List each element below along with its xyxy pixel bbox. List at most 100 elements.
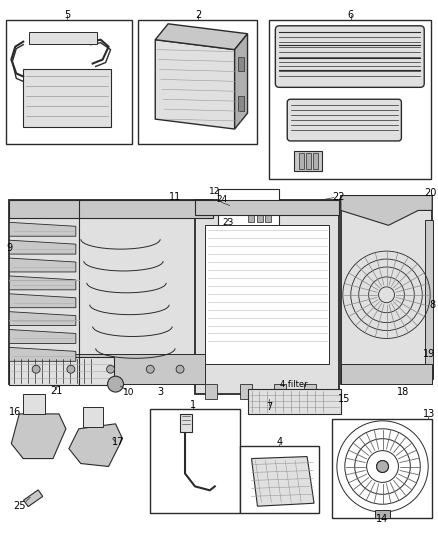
Polygon shape	[155, 24, 247, 50]
Bar	[258, 201, 263, 209]
Polygon shape	[341, 196, 432, 225]
Text: 17: 17	[112, 437, 125, 447]
Text: 16: 16	[9, 407, 21, 417]
Bar	[269, 20, 431, 179]
Bar	[306, 153, 311, 169]
Bar	[265, 214, 272, 222]
Bar	[180, 414, 192, 432]
Text: 24: 24	[216, 195, 227, 204]
Polygon shape	[235, 34, 247, 129]
Bar	[332, 419, 432, 518]
Polygon shape	[155, 39, 235, 129]
Polygon shape	[247, 389, 341, 414]
Bar	[238, 56, 244, 71]
Text: 9: 9	[7, 243, 12, 253]
Polygon shape	[69, 424, 123, 466]
Bar	[23, 69, 110, 127]
Bar	[247, 201, 254, 209]
Polygon shape	[9, 222, 76, 236]
Bar	[425, 220, 433, 379]
Ellipse shape	[348, 154, 370, 168]
Bar	[26, 396, 30, 412]
Text: 21: 21	[50, 386, 62, 396]
Circle shape	[67, 365, 75, 373]
Bar	[38, 396, 42, 412]
Text: 10: 10	[123, 387, 134, 397]
Text: 4 filter: 4 filter	[280, 379, 308, 389]
Circle shape	[228, 213, 240, 224]
Bar	[23, 394, 45, 414]
Text: 18: 18	[397, 387, 410, 397]
Circle shape	[176, 365, 184, 373]
Polygon shape	[9, 329, 76, 343]
Text: 11: 11	[169, 191, 181, 201]
Bar	[238, 96, 244, 111]
Bar	[341, 196, 432, 384]
Bar	[32, 396, 36, 412]
Polygon shape	[9, 240, 76, 254]
Bar	[274, 384, 286, 399]
Text: 22: 22	[332, 191, 345, 201]
Bar	[304, 384, 316, 399]
Bar	[258, 214, 263, 222]
Bar	[9, 200, 213, 219]
Text: 15: 15	[338, 394, 350, 404]
Polygon shape	[11, 414, 66, 458]
Bar	[9, 200, 213, 384]
Bar	[138, 20, 258, 144]
Text: 5: 5	[64, 10, 70, 20]
Bar	[86, 409, 89, 425]
Bar	[313, 153, 318, 169]
Bar	[7, 20, 132, 144]
Bar	[299, 153, 304, 169]
Circle shape	[377, 461, 389, 472]
FancyBboxPatch shape	[287, 99, 401, 141]
Text: 12: 12	[209, 187, 220, 196]
Bar	[83, 407, 102, 427]
Text: 20: 20	[424, 188, 436, 198]
Circle shape	[108, 376, 124, 392]
Circle shape	[230, 201, 238, 209]
Bar	[195, 200, 339, 394]
Circle shape	[106, 365, 115, 373]
Text: 8: 8	[429, 300, 435, 310]
Circle shape	[228, 199, 240, 212]
Bar	[95, 409, 99, 425]
Bar	[29, 32, 97, 44]
Bar	[218, 189, 279, 233]
Bar	[240, 384, 251, 399]
Polygon shape	[9, 294, 76, 308]
Polygon shape	[24, 490, 43, 507]
Polygon shape	[9, 276, 76, 290]
Bar	[91, 409, 94, 425]
Text: 23: 23	[222, 218, 233, 227]
Text: 14: 14	[376, 514, 389, 524]
Bar	[195, 200, 339, 215]
Polygon shape	[9, 348, 76, 361]
Bar	[150, 409, 240, 513]
Text: 1: 1	[190, 400, 196, 410]
Bar	[205, 384, 217, 399]
Bar	[21, 354, 205, 384]
Ellipse shape	[352, 157, 366, 165]
Bar	[341, 364, 432, 384]
Text: 6: 6	[348, 10, 354, 20]
Bar	[205, 225, 329, 364]
Bar	[265, 201, 272, 209]
Polygon shape	[251, 457, 314, 506]
FancyBboxPatch shape	[276, 26, 424, 87]
Polygon shape	[9, 258, 76, 272]
Bar	[9, 357, 113, 385]
Circle shape	[230, 214, 238, 222]
Polygon shape	[9, 312, 76, 326]
Bar	[374, 510, 391, 518]
Circle shape	[146, 365, 154, 373]
Text: 4: 4	[276, 437, 283, 447]
Text: 2: 2	[195, 10, 201, 20]
Text: 3: 3	[157, 387, 163, 397]
Bar	[294, 151, 322, 171]
Bar	[240, 446, 319, 513]
Text: 25: 25	[13, 501, 25, 511]
Text: 19: 19	[423, 349, 435, 359]
Text: 7: 7	[266, 402, 272, 412]
